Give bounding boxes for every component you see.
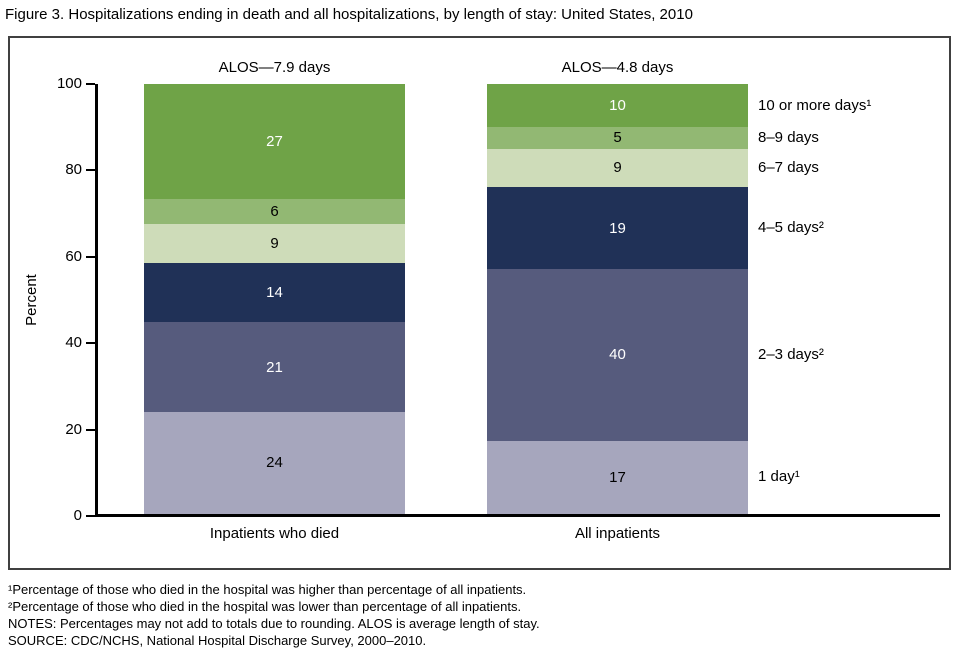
y-tick-label-0: 0	[73, 507, 82, 524]
y-tick-label-80: 80	[65, 161, 82, 179]
y-tick-100	[86, 83, 95, 85]
segment-inpatients-who-died-1-day-: 24	[144, 411, 405, 514]
category-label-died: Inpatients who died	[209, 525, 340, 542]
segment-inpatients-who-died-8-9-days: 6	[144, 198, 405, 225]
segment-all-inpatients-8-9-days: 5	[487, 127, 748, 149]
y-tick-80	[86, 169, 95, 172]
category-label-all: All inpatients	[574, 525, 661, 542]
legend-label-4-5-days-: 4–5 days²	[758, 219, 824, 237]
y-axis-title: Percent	[23, 274, 40, 326]
x-axis-line	[95, 514, 940, 517]
y-tick-20	[86, 428, 95, 431]
y-tick-60	[86, 255, 95, 258]
footnote-notes: NOTES: Percentages may not add to totals…	[8, 616, 540, 631]
segment-all-inpatients-6-7-days: 9	[487, 148, 748, 188]
legend-label-1-day-: 1 day¹	[758, 468, 800, 486]
y-tick-label-100: 100	[56, 75, 82, 92]
y-tick-label-40: 40	[65, 334, 82, 352]
bar-annotation-died: ALOS—7.9 days	[218, 59, 331, 76]
segment-inpatients-who-died-10-or-more-days-: 27	[144, 84, 405, 199]
y-tick-40	[86, 342, 95, 345]
legend-label-8-9-days: 8–9 days	[758, 128, 819, 146]
footnote-2: ²Percentage of those who died in the hos…	[8, 599, 522, 614]
legend-label-10-or-more-days-: 10 or more days¹	[758, 96, 872, 114]
segment-all-inpatients-2-3-days-: 40	[487, 268, 748, 441]
footnote-source: SOURCE: CDC/NCHS, National Hospital Disc…	[8, 633, 427, 648]
figure-title: Figure 3. Hospitalizations ending in dea…	[5, 6, 693, 23]
segment-inpatients-who-died-4-5-days-: 14	[144, 262, 405, 323]
y-tick-label-60: 60	[65, 247, 82, 265]
bar-annotation-all: ALOS—4.8 days	[561, 59, 674, 76]
segment-inpatients-who-died-6-7-days: 9	[144, 224, 405, 263]
segment-all-inpatients-4-5-days-: 19	[487, 187, 748, 269]
legend-label-6-7-days: 6–7 days	[758, 158, 819, 176]
legend-label-2-3-days-: 2–3 days²	[758, 345, 824, 363]
footnote-1: ¹Percentage of those who died in the hos…	[8, 582, 527, 597]
segment-inpatients-who-died-2-3-days-: 21	[144, 322, 405, 412]
segment-all-inpatients-10-or-more-days-: 10	[487, 84, 748, 127]
y-tick-0	[86, 515, 95, 517]
y-axis-line	[95, 84, 98, 517]
y-tick-label-20: 20	[65, 420, 82, 438]
segment-all-inpatients-1-day-: 17	[487, 440, 748, 514]
